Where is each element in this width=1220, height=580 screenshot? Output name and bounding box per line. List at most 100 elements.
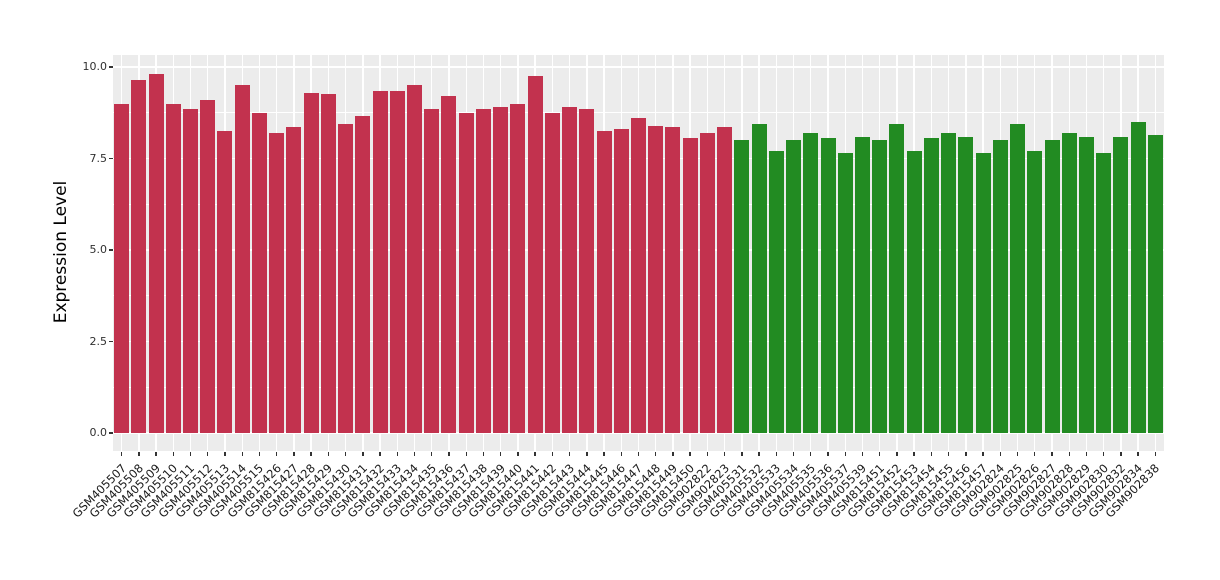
bar-GSM902824 xyxy=(992,140,1008,433)
x-tick-mark xyxy=(431,451,433,456)
bar-GSM902829 xyxy=(1078,136,1094,433)
bar-GSM815446 xyxy=(613,129,629,433)
y-tick-label: 7.5 xyxy=(89,151,108,165)
bar-GSM902834 xyxy=(1130,121,1146,433)
bar-GSM815452 xyxy=(889,123,905,433)
x-tick-mark xyxy=(879,451,881,456)
bar-GSM815445 xyxy=(596,131,612,433)
x-tick-mark xyxy=(947,451,950,456)
bar-GSM405509 xyxy=(148,74,164,433)
x-tick-mark xyxy=(396,451,398,456)
x-tick-mark xyxy=(792,451,795,456)
x-tick-mark xyxy=(1085,451,1088,456)
bar-GSM902828 xyxy=(1061,132,1077,433)
y-tick-mark xyxy=(108,432,113,434)
x-tick-mark xyxy=(482,451,485,456)
x-tick-mark xyxy=(930,451,933,456)
y-tick-mark xyxy=(108,157,113,160)
x-tick-mark xyxy=(810,451,812,456)
x-tick-mark xyxy=(499,451,502,456)
x-tick-mark xyxy=(896,451,898,456)
bar-GSM815433 xyxy=(389,90,405,433)
bar-GSM815457 xyxy=(975,153,991,433)
bar-GSM815442 xyxy=(544,112,560,433)
x-tick-mark xyxy=(965,451,967,456)
bar-GSM815444 xyxy=(579,109,595,433)
bar-GSM405507 xyxy=(114,103,130,433)
bar-GSM815429 xyxy=(320,94,336,433)
x-tick-mark xyxy=(706,451,709,456)
bar-GSM815432 xyxy=(372,90,388,433)
x-tick-mark xyxy=(551,451,554,456)
bar-GSM405532 xyxy=(751,123,767,433)
bar-GSM815455 xyxy=(941,132,957,433)
x-tick-mark xyxy=(1051,451,1053,456)
x-tick-mark xyxy=(327,451,330,456)
x-tick-mark xyxy=(172,451,174,456)
bar-GSM815438 xyxy=(475,109,491,433)
bar-GSM815435 xyxy=(424,109,440,433)
x-tick-mark xyxy=(689,451,691,456)
bar-GSM405510 xyxy=(165,103,181,433)
bar-GSM405533 xyxy=(768,151,784,433)
bar-GSM405535 xyxy=(803,132,819,433)
bar-GSM902838 xyxy=(1147,134,1163,433)
y-tick-label: 10.0 xyxy=(82,60,108,73)
x-tick-mark xyxy=(534,451,536,456)
bar-GSM902827 xyxy=(1044,140,1060,433)
x-tick-mark xyxy=(224,451,226,456)
bar-GSM815434 xyxy=(407,85,423,433)
x-tick-mark xyxy=(413,451,416,456)
bar-GSM815443 xyxy=(562,107,578,433)
x-tick-mark xyxy=(275,451,278,456)
x-tick-mark xyxy=(1068,451,1070,456)
bar-GSM902826 xyxy=(1027,151,1043,433)
x-tick-mark xyxy=(207,451,209,456)
bar-GSM815453 xyxy=(906,151,922,433)
x-tick-mark xyxy=(1154,451,1157,456)
x-tick-mark xyxy=(603,451,605,456)
y-tick-mark xyxy=(108,249,113,251)
bar-GSM815427 xyxy=(286,127,302,433)
x-tick-mark xyxy=(189,451,192,456)
x-tick-mark xyxy=(362,451,364,456)
x-tick-mark xyxy=(258,451,261,456)
bar-GSM815456 xyxy=(958,136,974,433)
bar-GSM902830 xyxy=(1096,153,1112,433)
bar-GSM815449 xyxy=(665,127,681,433)
x-tick-mark xyxy=(861,451,864,456)
x-tick-mark xyxy=(655,451,657,456)
bar-GSM405513 xyxy=(217,131,233,433)
x-tick-mark xyxy=(672,451,674,456)
plot-panel xyxy=(113,55,1164,451)
x-tick-mark xyxy=(568,451,571,456)
bar-GSM815441 xyxy=(527,76,543,433)
y-tick-mark xyxy=(108,66,113,68)
x-tick-mark xyxy=(241,451,243,456)
x-tick-mark xyxy=(155,451,157,456)
x-tick-mark xyxy=(827,451,829,456)
bar-GSM405512 xyxy=(200,99,216,433)
x-tick-mark xyxy=(1137,451,1139,456)
bar-GSM815430 xyxy=(338,123,354,433)
x-tick-mark xyxy=(1016,451,1019,456)
x-tick-mark xyxy=(758,451,760,456)
x-tick-mark xyxy=(620,451,622,456)
x-tick-mark xyxy=(448,451,450,456)
y-tick-label: 5.0 xyxy=(89,243,108,256)
bar-GSM902822 xyxy=(699,132,715,433)
x-tick-mark xyxy=(775,451,778,456)
y-tick-label: 0.0 xyxy=(89,426,108,439)
x-tick-mark xyxy=(586,451,588,456)
bar-GSM902825 xyxy=(1010,123,1026,433)
x-tick-mark xyxy=(844,451,846,456)
x-tick-mark xyxy=(1102,451,1105,456)
bar-GSM405515 xyxy=(251,112,267,433)
y-tick-mark xyxy=(108,340,113,343)
x-tick-mark xyxy=(465,451,467,456)
bar-GSM902832 xyxy=(1113,136,1129,433)
x-tick-mark xyxy=(913,451,915,456)
bar-GSM902823 xyxy=(717,127,733,433)
bar-GSM405511 xyxy=(183,109,199,433)
bar-GSM405531 xyxy=(734,140,750,433)
